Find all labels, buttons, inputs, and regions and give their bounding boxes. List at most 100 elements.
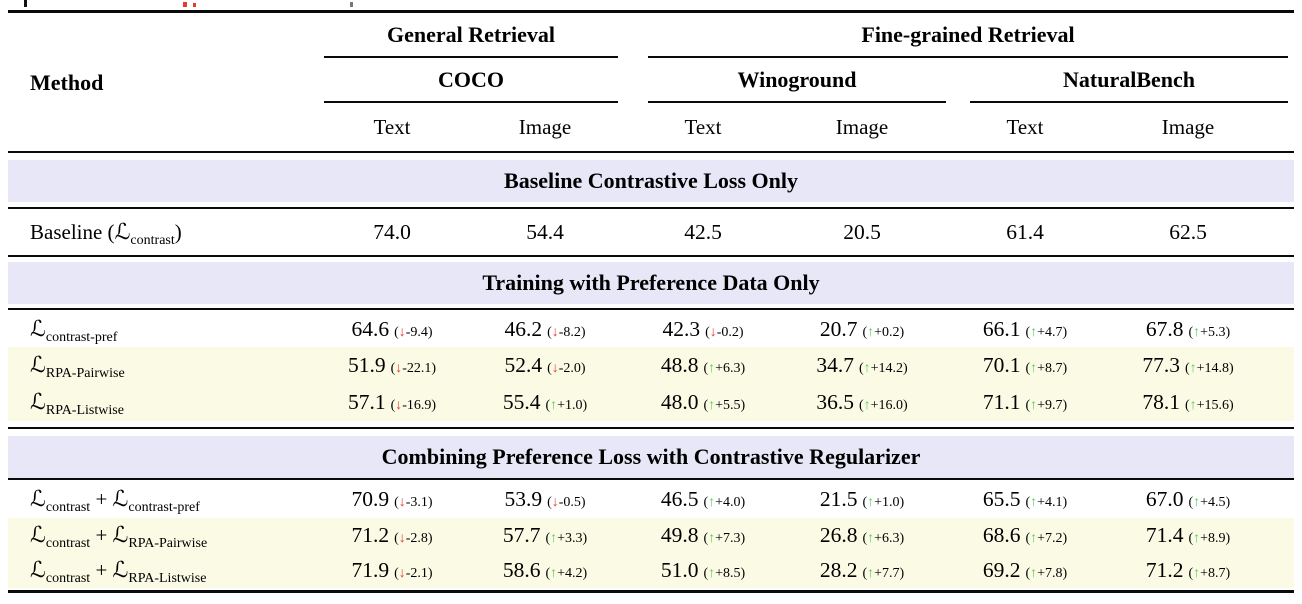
method-label: ℒcontrast + ℒcontrast-pref [30, 481, 200, 518]
metric-header-winoground-image: Image [835, 115, 889, 139]
metric-header-coco-image: Image [518, 115, 572, 139]
down-arrow-icon: ↓ [709, 325, 717, 340]
score-value: 48.0 [660, 390, 699, 414]
delta-badge: (↑+8.5) [703, 566, 746, 581]
up-arrow-icon: ↑ [1030, 531, 1038, 546]
metric-header-naturalbench-text: Text [1006, 115, 1044, 139]
method-subscript: RPA-Pairwise [45, 366, 125, 381]
score-value: 36.5 [816, 390, 854, 414]
table-row: ℒRPA-Listwise 57.1 (↓-16.9) 55.4 (↑+1.0) 48.0… [8, 383, 1294, 421]
method-subscript: contrast [45, 571, 91, 586]
script-L-symbol: ℒ [114, 220, 131, 245]
score-value: 77.3 [1142, 353, 1180, 377]
method-text: + [90, 558, 113, 582]
up-arrow-icon: ↑ [867, 495, 875, 510]
score-cell: 64.6 (↓-9.4) [297, 311, 487, 347]
score-value: 71.1 [982, 390, 1021, 414]
caption-remnant [0, 0, 1302, 9]
up-arrow-icon: ↑ [1030, 325, 1038, 340]
delta-badge: (↓-2.1) [394, 566, 433, 581]
score-cell: 71.4 (↑+8.9) [1093, 518, 1283, 553]
up-arrow-icon: ↑ [1193, 566, 1201, 581]
delta-badge: (↑+14.8) [1184, 361, 1234, 376]
delta-badge: (↑+4.7) [1025, 325, 1068, 340]
delta-badge: (↑+5.5) [703, 398, 746, 413]
delta-badge: (↓-22.1) [390, 361, 437, 376]
method-label: ℒcontrast + ℒRPA-Pairwise [30, 518, 207, 553]
score-cell: 68.6 (↑+7.2) [930, 518, 1120, 553]
score-value: 64.6 [351, 317, 390, 341]
score-cell: 62.5 [1093, 209, 1283, 255]
delta-badge: (↑+15.6) [1184, 398, 1234, 413]
delta-badge: (↑+7.3) [703, 531, 746, 546]
score-cell: 28.2 (↑+7.7) [767, 553, 957, 588]
score-cell: 69.2 (↑+7.8) [930, 553, 1120, 588]
script-L-symbol: ℒ [30, 353, 46, 378]
delta-badge: (↑+4.0) [703, 495, 746, 510]
delta-badge: (↑+4.2) [545, 566, 588, 581]
down-arrow-icon: ↓ [398, 325, 406, 340]
table-row: ℒcontrast + ℒRPA-Listwise 71.9 (↓-2.1) 58.6… [8, 553, 1294, 588]
delta-badge: (↑+8.7) [1188, 566, 1231, 581]
score-value: 65.5 [982, 487, 1021, 511]
table-row: ℒcontrast + ℒRPA-Pairwise 71.2 (↓-2.8) 57.7… [8, 518, 1294, 553]
delta-badge: (↑+14.2) [858, 361, 908, 376]
score-cell: 67.0 (↑+4.5) [1093, 481, 1283, 518]
down-arrow-icon: ↓ [551, 325, 559, 340]
score-value: 52.4 [504, 353, 543, 377]
metric-header-coco-text: Text [373, 115, 411, 139]
delta-badge: (↑+6.3) [862, 531, 905, 546]
score-value: 28.2 [819, 558, 858, 582]
score-cell: 52.4 (↓-2.0) [450, 347, 640, 383]
score-cell: 51.0 (↑+8.5) [608, 553, 798, 588]
up-arrow-icon: ↑ [867, 325, 875, 340]
up-arrow-icon: ↑ [1030, 495, 1038, 510]
score-value: 55.4 [502, 390, 541, 414]
delta-badge: (↓-2.8) [394, 531, 433, 546]
up-arrow-icon: ↑ [867, 566, 875, 581]
method-subscript: contrast [45, 536, 91, 551]
score-cell: 78.1 (↑+15.6) [1093, 383, 1283, 421]
score-value: 42.3 [662, 317, 701, 341]
score-cell: 26.8 (↑+6.3) [767, 518, 957, 553]
method-label: ℒcontrast-pref [30, 311, 117, 347]
score-value: 70.1 [982, 353, 1021, 377]
score-cell: 34.7 (↑+14.2) [767, 347, 957, 383]
score-value: 53.9 [504, 487, 543, 511]
delta-badge: (↓-3.1) [394, 495, 433, 510]
up-arrow-icon: ↑ [708, 566, 716, 581]
caption-glyph-fragment [350, 2, 353, 7]
delta-badge: (↑+16.0) [858, 398, 908, 413]
score-value: 69.2 [982, 558, 1021, 582]
score-cell: 71.9 (↓-2.1) [297, 553, 487, 588]
down-arrow-icon: ↓ [398, 531, 406, 546]
up-arrow-icon: ↑ [863, 398, 871, 413]
up-arrow-icon: ↑ [1030, 398, 1038, 413]
delta-badge: (↑+6.3) [703, 361, 746, 376]
script-L-symbol: ℒ [30, 487, 46, 512]
score-value: 61.4 [1006, 220, 1044, 244]
score-value: 49.8 [660, 523, 699, 547]
method-label: ℒRPA-Listwise [30, 383, 124, 421]
script-L-symbol: ℒ [112, 487, 129, 512]
score-value: 20.7 [819, 317, 858, 341]
up-arrow-icon: ↑ [550, 566, 558, 581]
section-rule [8, 308, 1294, 310]
score-cell: 36.5 (↑+16.0) [767, 383, 957, 421]
delta-badge: (↑+8.9) [1188, 531, 1231, 546]
delta-badge: (↑+7.2) [1025, 531, 1068, 546]
section-title: Training with Preference Data Only [482, 270, 820, 295]
score-cell: 71.2 (↓-2.8) [297, 518, 487, 553]
cmidrule-coco [324, 101, 618, 103]
up-arrow-icon: ↑ [1030, 566, 1038, 581]
delta-badge: (↑+3.3) [545, 531, 588, 546]
up-arrow-icon: ↑ [708, 398, 716, 413]
score-cell: 66.1 (↑+4.7) [930, 311, 1120, 347]
delta-badge: (↑+0.2) [862, 325, 905, 340]
method-subscript: contrast [130, 233, 175, 248]
score-cell: 67.8 (↑+5.3) [1093, 311, 1283, 347]
up-arrow-icon: ↑ [1030, 361, 1038, 376]
cmidrule-winoground [648, 101, 946, 103]
method-text: + [90, 487, 113, 511]
section-rule [8, 207, 1294, 209]
